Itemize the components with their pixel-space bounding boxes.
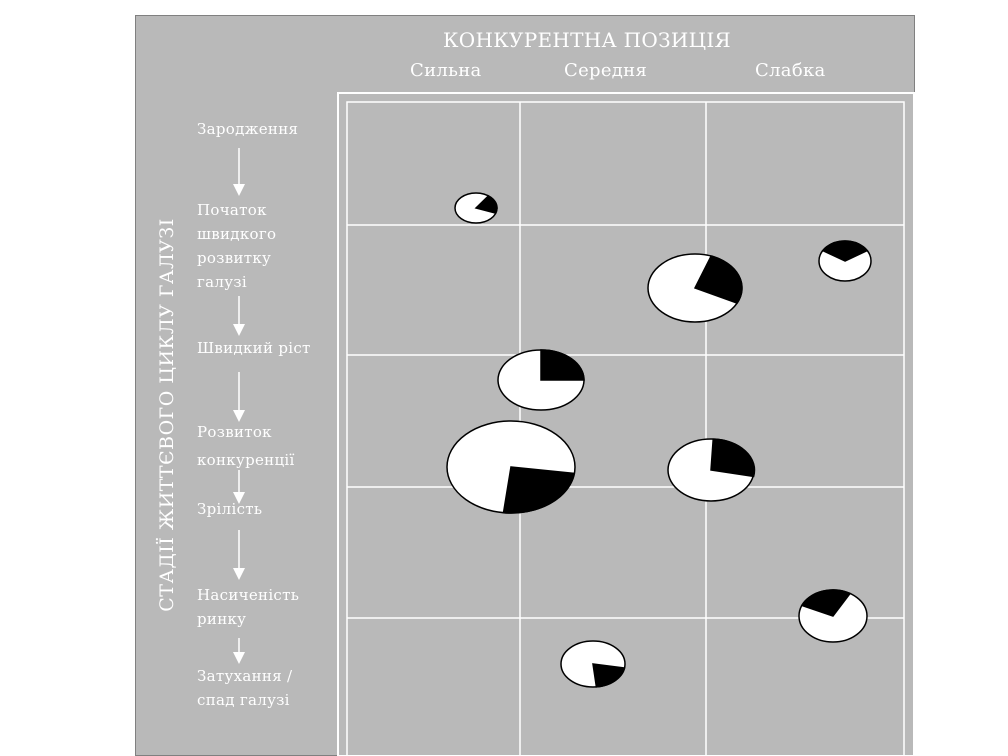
diagram-title: КОНКУРЕНТНА ПОЗИЦІЯ <box>443 28 731 52</box>
pie-bubble <box>446 420 576 514</box>
arrow-icon <box>233 470 245 504</box>
stage-label-5: Зрілість <box>197 500 263 518</box>
pie-bubble <box>818 240 872 282</box>
pie-bubble <box>647 253 743 323</box>
column-header-medium: Середня <box>564 60 648 81</box>
arrow-icon <box>233 638 245 664</box>
column-header-weak: Слабка <box>755 60 826 81</box>
pie-bubble <box>497 349 585 411</box>
stage-label-2: Початок швидкого розвитку галузі <box>197 201 277 291</box>
arrow-icon <box>233 296 245 336</box>
stage-label-4: Розвиток конкуренції <box>197 423 295 469</box>
stage-label-3: Швидкий ріст <box>197 339 311 357</box>
matrix-grid <box>337 92 915 756</box>
stage-flow-arrows <box>233 148 245 664</box>
pie-bubble <box>667 438 756 502</box>
stage-label-1: Зародження <box>197 120 299 138</box>
stage-label-7: Затухання / спад галузі <box>197 667 293 709</box>
pie-bubble <box>560 640 626 688</box>
arrow-icon <box>233 372 245 422</box>
arrow-icon <box>233 148 245 196</box>
column-header-strong: Сильна <box>410 60 482 81</box>
pie-bubble <box>798 589 868 643</box>
pie-bubble <box>454 192 498 224</box>
arrow-icon <box>233 530 245 580</box>
pie-bubbles <box>446 192 872 688</box>
stage-label-6: Насиченість ринку <box>197 586 300 628</box>
